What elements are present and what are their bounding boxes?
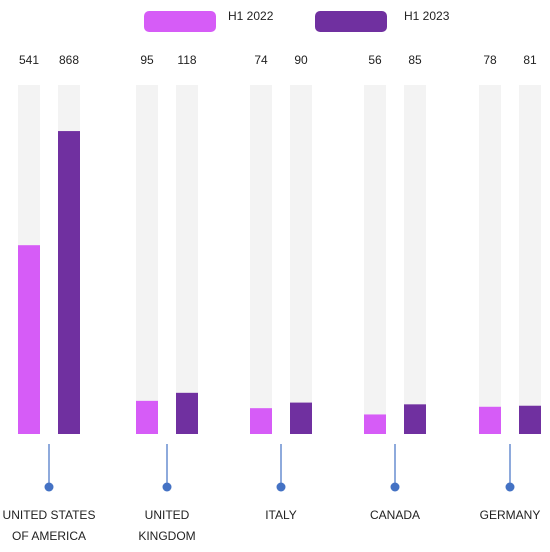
bar-h1-2022-canada (364, 414, 386, 434)
data-label: 868 (59, 53, 79, 67)
bar-track (479, 85, 501, 434)
connector-dot (505, 482, 515, 492)
data-label: 74 (254, 53, 268, 67)
bar-group-italy: 74 90 ITALY (250, 53, 312, 522)
legend-label-h1-2022: H1 2022 (228, 9, 274, 23)
category-label: GERMANY (480, 508, 541, 522)
bar-h1-2023-germany (519, 405, 541, 434)
bar-h1-2023-united-states-of-america (58, 131, 80, 434)
legend-swatch-h1-2022 (144, 11, 216, 32)
bar-track (519, 85, 541, 434)
category-label: KINGDOM (138, 529, 195, 543)
category-label: UNITED (145, 508, 190, 522)
connector-dot (390, 482, 400, 492)
bar-h1-2023-canada (404, 404, 426, 434)
data-label: 81 (523, 53, 537, 67)
legend: H1 2022 H1 2023 (144, 9, 450, 32)
data-label: 95 (140, 53, 154, 67)
bar-track (404, 85, 426, 434)
bar-track (250, 85, 272, 434)
data-label: 56 (368, 53, 382, 67)
category-label: CANADA (370, 508, 420, 522)
category-label: ITALY (265, 508, 297, 522)
bar-group-united-states-of-america: 541 868 UNITED STATES OF AMERICA (3, 53, 96, 543)
legend-swatch-h1-2023 (315, 11, 387, 32)
bar-h1-2023-united-kingdom (176, 392, 198, 434)
legend-label-h1-2023: H1 2023 (404, 9, 450, 23)
bar-group-canada: 56 85 CANADA (364, 53, 426, 522)
bar-h1-2023-italy (290, 402, 312, 434)
bar-h1-2022-italy (250, 408, 272, 434)
bar-h1-2022-united-states-of-america (18, 245, 40, 434)
bar-group-united-kingdom: 95 118 UNITED KINGDOM (136, 53, 198, 543)
bar-h1-2022-united-kingdom (136, 400, 158, 434)
connector-dot (44, 482, 54, 492)
data-label: 541 (19, 53, 39, 67)
bar-h1-2022-germany (479, 406, 501, 434)
bar-track (176, 85, 198, 434)
bar-track (290, 85, 312, 434)
connector-dot (162, 482, 172, 492)
connector-dot (276, 482, 286, 492)
data-label: 118 (177, 53, 196, 67)
bar-track (364, 85, 386, 434)
data-label: 85 (408, 53, 422, 67)
bar-groups: 541 868 UNITED STATES OF AMERICA 95 118 UNITED… (3, 53, 541, 543)
bar-group-germany: 78 81 GERMANY (479, 53, 541, 522)
data-label: 78 (483, 53, 497, 67)
data-label: 90 (294, 53, 308, 67)
category-label: UNITED STATES (3, 508, 96, 522)
bar-track (136, 85, 158, 434)
category-label: OF AMERICA (12, 529, 86, 543)
